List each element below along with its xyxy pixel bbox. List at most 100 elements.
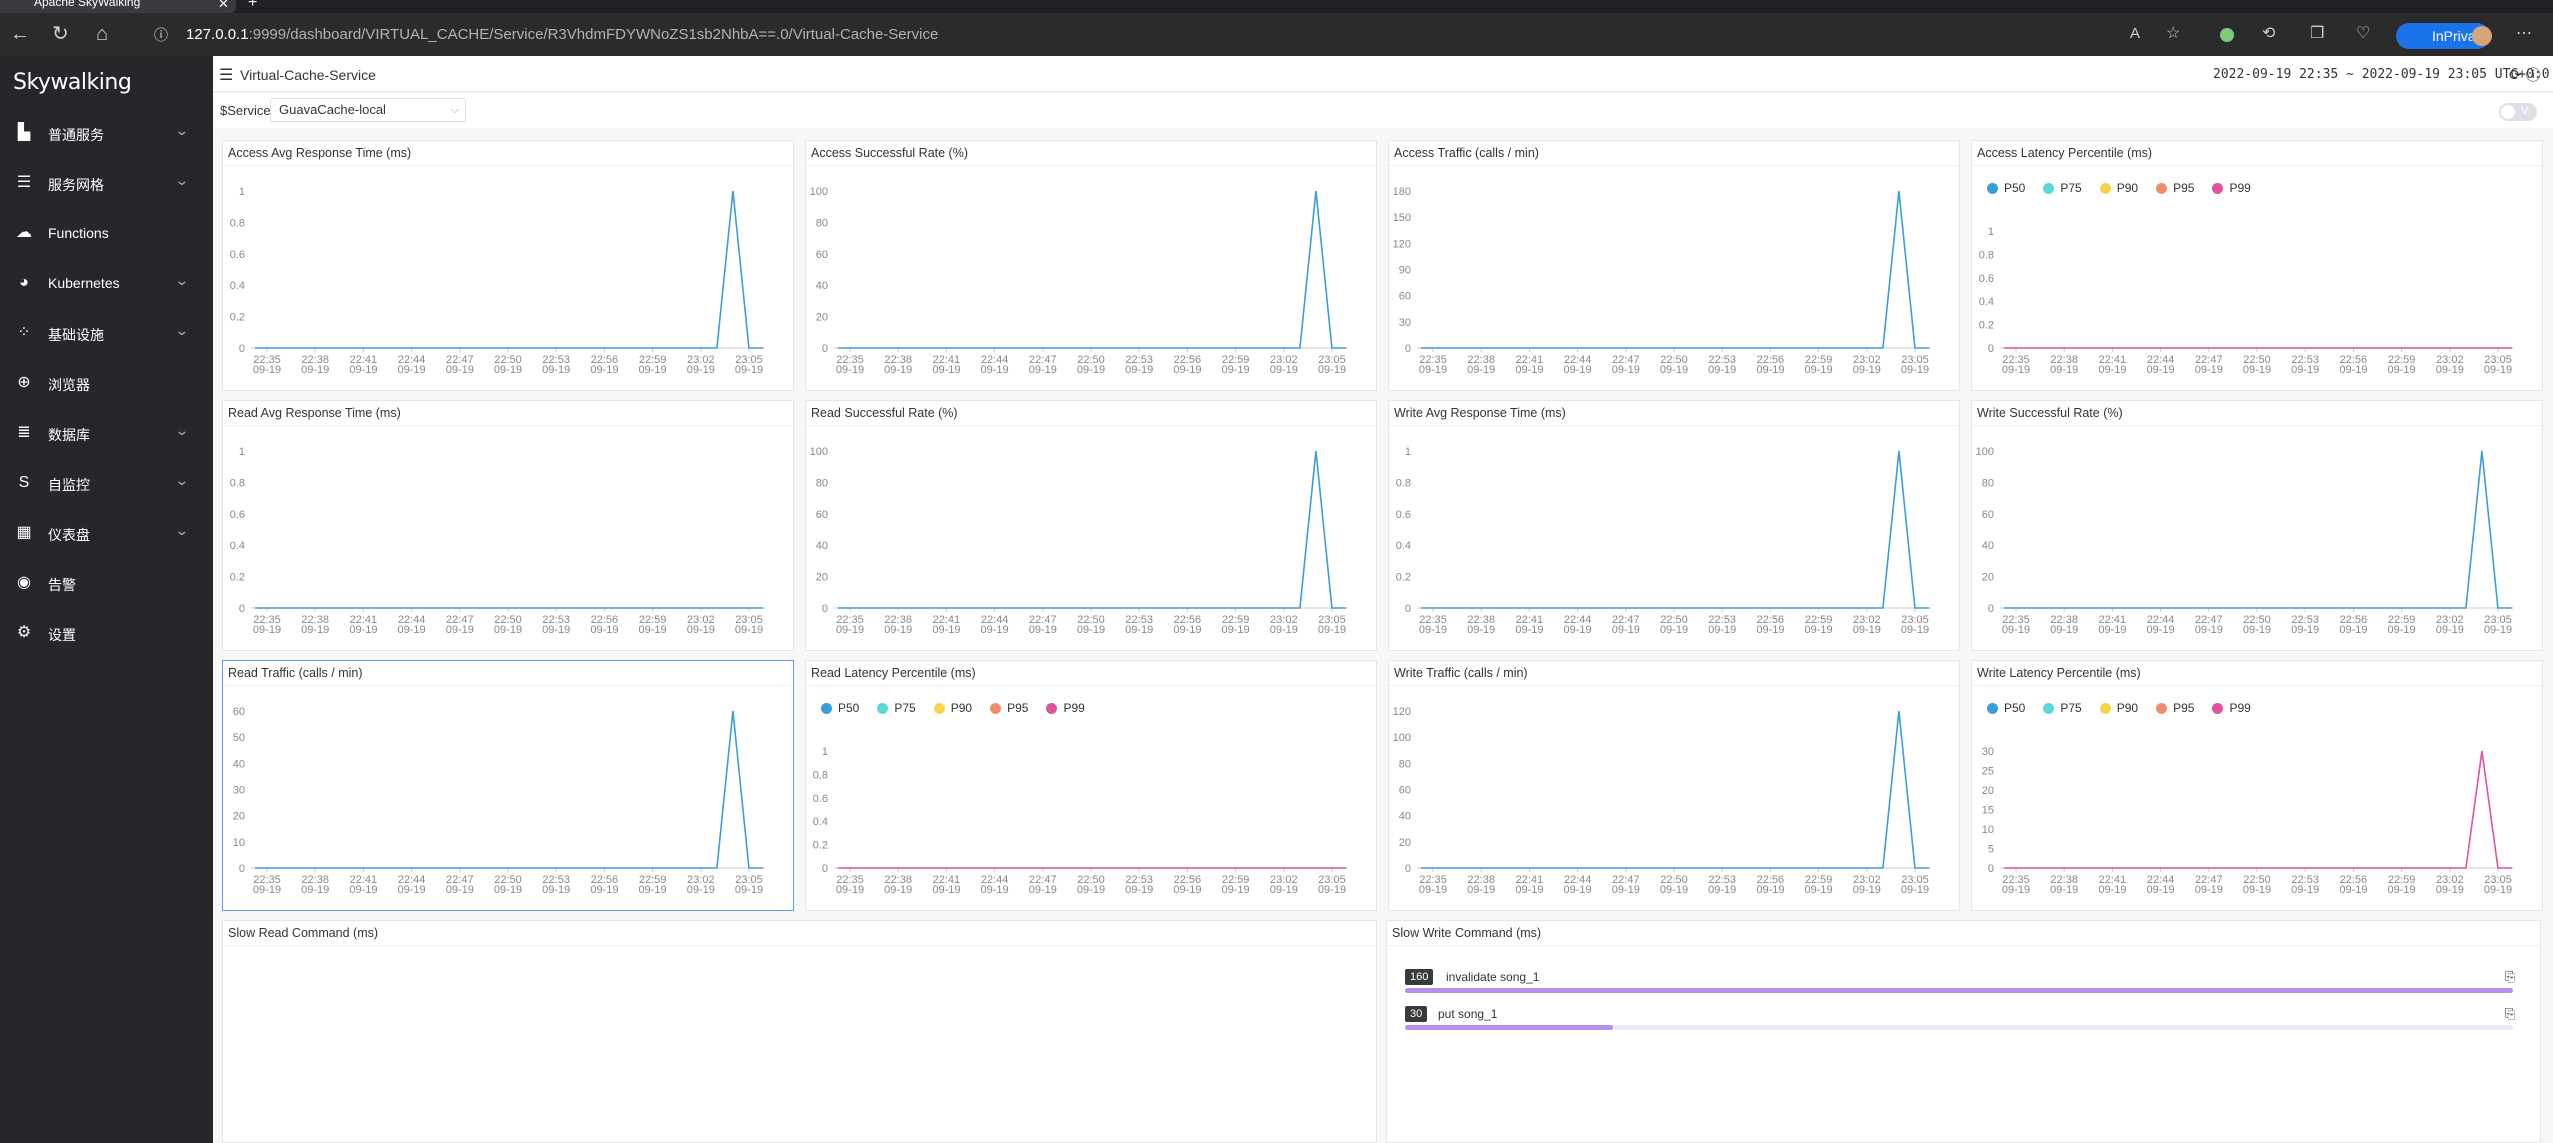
favorite-icon[interactable]: ☆ xyxy=(2166,25,2181,42)
chart-panel-9[interactable]: Read Traffic (calls / min) 0 10 20 30 40 50 60 2… xyxy=(222,660,794,911)
sidebar-item-3[interactable]: ☁ Functions xyxy=(0,212,213,256)
x-tick-date: 09-19 xyxy=(836,884,864,896)
chart-panel-5[interactable]: Read Avg Response Time (ms) 0 0.2 0.4 0.6 0.8… xyxy=(222,400,794,651)
value-badge: 160 xyxy=(1405,969,1434,985)
copy-icon[interactable]: ⎘ xyxy=(2505,1006,2516,1021)
chart-panel-12[interactable]: Write Latency Percentile (ms) P50 P75 P90 P9… xyxy=(1971,660,2543,911)
chart-panel-10[interactable]: Read Latency Percentile (ms) P50 P75 P90 P95… xyxy=(805,660,1377,911)
legend-dot xyxy=(933,702,945,714)
legend-item[interactable]: P75 xyxy=(877,701,916,715)
sidebar-item-7[interactable]: ≣ 数据库 ⌄ xyxy=(0,412,213,456)
refresh-icon[interactable]: ↻ xyxy=(52,23,69,45)
x-tick-label: 22:59 xyxy=(2388,614,2416,626)
info-icon[interactable]: ⓘ xyxy=(2525,67,2541,84)
legend-item[interactable]: P90 xyxy=(933,701,972,715)
browser-tab[interactable]: Apache SkyWalking xyxy=(0,0,236,13)
extension-icon[interactable] xyxy=(2220,28,2234,42)
copy-icon[interactable]: ⎘ xyxy=(2505,969,2516,984)
chart-panel-4[interactable]: Access Latency Percentile (ms) P50 P75 P90 P… xyxy=(1971,140,2543,391)
sidebar-item-6[interactable]: ⊕ 浏览器 xyxy=(0,362,213,406)
x-tick-label: 22:59 xyxy=(1222,874,1250,886)
service-select-value: GuavaCache-local xyxy=(279,102,386,117)
legend-item[interactable]: P99 xyxy=(2212,181,2251,195)
tab-close-icon[interactable]: ✕ xyxy=(218,0,229,11)
x-tick-date: 09-19 xyxy=(735,884,763,896)
health-icon[interactable]: ♡ xyxy=(2356,25,2371,42)
x-tick-date: 09-19 xyxy=(2436,364,2464,376)
info-icon[interactable]: ⓘ xyxy=(154,27,168,43)
legend-item[interactable]: P50 xyxy=(1987,181,2025,195)
x-tick-label: 22:38 xyxy=(884,354,912,366)
legend-item[interactable]: P50 xyxy=(1987,701,2025,715)
sidebar-item-11[interactable]: ⚙ 设置 xyxy=(0,612,213,656)
line-chart: 05101520253022:3509-1922:3809-1922:4109-… xyxy=(1982,746,2514,896)
series-line xyxy=(1421,450,1929,609)
x-tick-date: 09-19 xyxy=(1077,884,1105,896)
x-tick-date: 09-19 xyxy=(2147,884,2175,896)
chart-panel-1[interactable]: Access Avg Response Time (ms) 0 0.2 0.4 0.6 0… xyxy=(222,140,794,391)
x-tick-label: 22:56 xyxy=(2340,614,2368,626)
sync-icon[interactable]: ⟲ xyxy=(2262,25,2276,42)
sidebar-item-4[interactable]: ◕ Kubernetes ⌄ xyxy=(0,262,213,306)
page-title: Virtual-Cache-Service xyxy=(240,67,376,83)
refresh-icon[interactable]: ⟳ xyxy=(2509,67,2522,84)
sidebar-item-1[interactable]: ▙ 普通服务 ⌄ xyxy=(0,112,213,156)
x-tick-date: 09-19 xyxy=(398,624,426,636)
x-tick-label: 22:56 xyxy=(2340,354,2368,366)
list-item[interactable]: 30 put song_1 ⎘ xyxy=(1405,1006,2516,1036)
x-tick-date: 09-19 xyxy=(1318,624,1346,636)
legend-item[interactable]: P99 xyxy=(1046,701,1085,715)
legend-item[interactable]: P50 xyxy=(821,701,859,715)
sidebar-item-label: 浏览器 xyxy=(48,377,90,393)
sidebar-item-8[interactable]: S 自监控 ⌄ xyxy=(0,462,213,506)
menu-toggle-icon[interactable]: ☰ xyxy=(219,67,234,84)
time-range-value: 2022-09-19 22:35 ~ 2022-09-19 23:05 xyxy=(2213,67,2487,82)
legend-item[interactable]: P90 xyxy=(2099,181,2138,195)
more-icon[interactable]: ⋯ xyxy=(2516,25,2532,42)
chart-panel-11[interactable]: Write Traffic (calls / min) 0 20 40 60 80 100 1… xyxy=(1388,660,1960,911)
chart-panel-2[interactable]: Access Successful Rate (%) 0 20 40 60 80 100 22… xyxy=(805,140,1377,391)
chevron-down-icon: ⌄ xyxy=(174,272,190,288)
service-select[interactable]: GuavaCache-local ⌵ xyxy=(270,98,466,122)
progress-fill xyxy=(1405,1025,1613,1030)
legend-item[interactable]: P95 xyxy=(990,701,1028,715)
x-tick-date: 09-19 xyxy=(1612,624,1640,636)
sidebar-item-10[interactable]: ◉ 告警 xyxy=(0,562,213,606)
y-tick-label: 80 xyxy=(816,217,828,229)
nodes-icon: ⁘ xyxy=(17,324,31,341)
legend-item[interactable]: P95 xyxy=(2156,701,2194,715)
y-tick-label: 0.6 xyxy=(813,793,828,805)
x-tick-date: 09-19 xyxy=(1318,364,1346,376)
chart-panel-7[interactable]: Write Avg Response Time (ms) 0 0.2 0.4 0.6 0.… xyxy=(1388,400,1960,651)
collections-icon[interactable]: ❐ xyxy=(2310,25,2325,42)
sidebar-item-label: Kubernetes xyxy=(48,275,120,291)
chart-panel-6[interactable]: Read Successful Rate (%) 0 20 40 60 80 100 22:3… xyxy=(805,400,1377,651)
line-chart: 00.20.40.60.8122:3509-1922:3809-1922:410… xyxy=(1396,446,1931,636)
chart-panel-3[interactable]: Access Traffic (calls / min) 0 30 60 90 120 15… xyxy=(1388,140,1960,391)
sidebar-item-5[interactable]: ⁘ 基础设施 ⌄ xyxy=(0,312,213,356)
chart-panel-8[interactable]: Write Successful Rate (%) 0 20 40 60 80 100 22:… xyxy=(1971,400,2543,651)
address-bar[interactable]: ⓘ 127.0.0.1:9999/dashboard/VIRTUAL_CACHE… xyxy=(140,22,2140,48)
home-icon[interactable]: ⌂ xyxy=(96,23,109,45)
legend-item[interactable]: P75 xyxy=(2043,181,2082,195)
time-range[interactable]: 2022-09-19 22:35 ~ 2022-09-19 23:05 UTC+… xyxy=(2213,67,2550,82)
legend-item[interactable]: P95 xyxy=(2156,181,2194,195)
view-toggle[interactable]: V xyxy=(2499,103,2537,121)
inprivate-button[interactable]: InPrivate xyxy=(2396,23,2492,49)
x-tick-date: 09-19 xyxy=(2002,364,2030,376)
sidebar-item-2[interactable]: ☰ 服务网格 ⌄ xyxy=(0,162,213,206)
legend-dot xyxy=(2212,182,2224,194)
legend-dot xyxy=(2156,702,2168,714)
back-icon[interactable]: ← xyxy=(10,23,30,45)
new-tab-icon[interactable]: + xyxy=(248,0,258,11)
list-item[interactable]: 160 invalidate song_1 ⎘ xyxy=(1405,969,2516,999)
x-tick-label: 22:50 xyxy=(1660,354,1688,366)
legend-item[interactable]: P99 xyxy=(2212,701,2251,715)
x-tick-label: 22:35 xyxy=(1419,614,1447,626)
read-aloud-icon[interactable]: A xyxy=(2130,25,2141,42)
legend-item[interactable]: P75 xyxy=(2043,701,2082,715)
sidebar-item-9[interactable]: ▦ 仪表盘 ⌄ xyxy=(0,512,213,556)
legend-item[interactable]: P90 xyxy=(2099,701,2138,715)
y-tick-label: 0.6 xyxy=(1396,509,1411,521)
y-tick-label: 20 xyxy=(1982,572,1994,584)
